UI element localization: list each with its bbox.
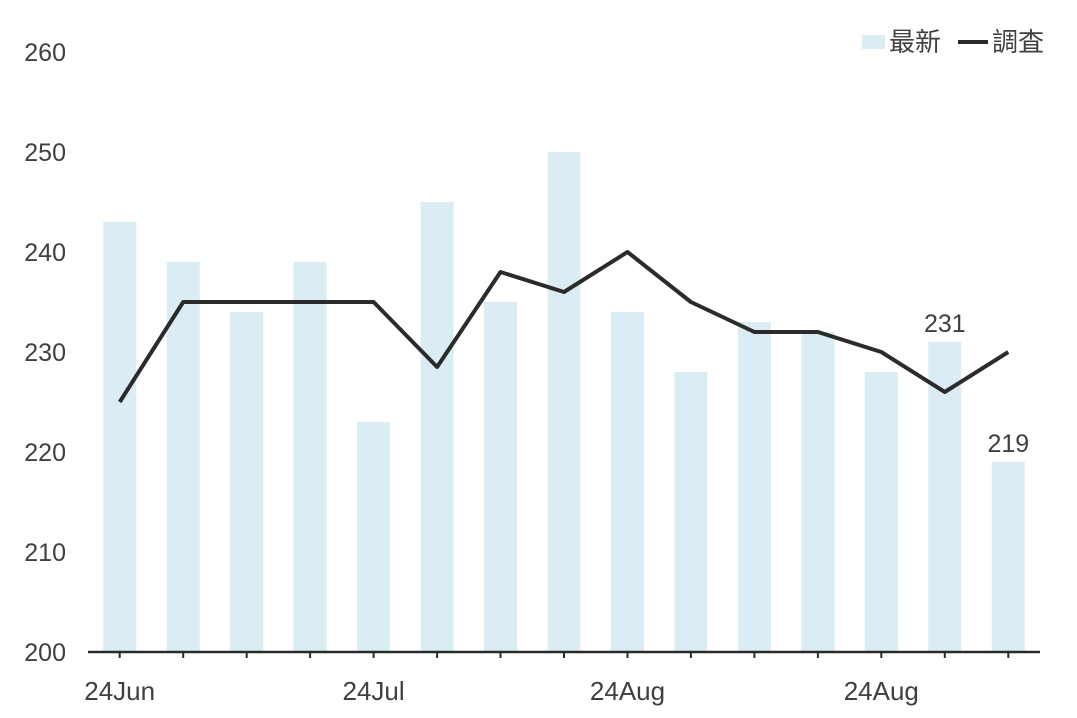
bar [484,302,517,652]
bar [991,462,1025,652]
bar [737,322,771,652]
bar [103,222,137,652]
y-axis-tick-label: 210 [24,539,66,567]
y-axis-tick-label: 240 [24,239,66,267]
y-axis-tick-label: 220 [24,439,66,467]
x-axis-tick-label: 24Jul [343,676,405,706]
bar [928,342,962,652]
x-axis-tick-label: 24Aug [590,676,665,706]
bar [864,372,898,652]
bar [674,372,708,652]
legend-item-latest[interactable]: 最新 [861,27,941,57]
x-axis-tick-label: 24Aug [844,676,919,706]
bar [420,202,454,652]
data-label: 219 [987,430,1029,458]
line-series-swatch-icon [957,40,988,44]
legend: 最新 調査 [861,27,1044,57]
y-axis-tick-label: 230 [24,339,66,367]
bar [293,262,327,652]
legend-label-latest: 最新 [888,27,941,57]
bar [547,152,581,652]
legend-item-survey[interactable]: 調査 [957,27,1044,57]
bar [230,312,264,652]
bar [357,422,391,652]
bar [801,332,835,652]
y-axis-tick-label: 200 [24,639,66,667]
bar-series-swatch-icon [861,35,885,49]
y-axis-tick-label: 260 [24,39,66,67]
bar [611,312,644,652]
y-axis-tick-label: 250 [24,139,66,167]
x-axis-tick-label: 24Jun [84,676,155,706]
bar [166,262,200,652]
survey-line [118,250,1010,404]
data-label: 231 [924,310,966,338]
legend-label-survey: 調査 [991,27,1044,57]
